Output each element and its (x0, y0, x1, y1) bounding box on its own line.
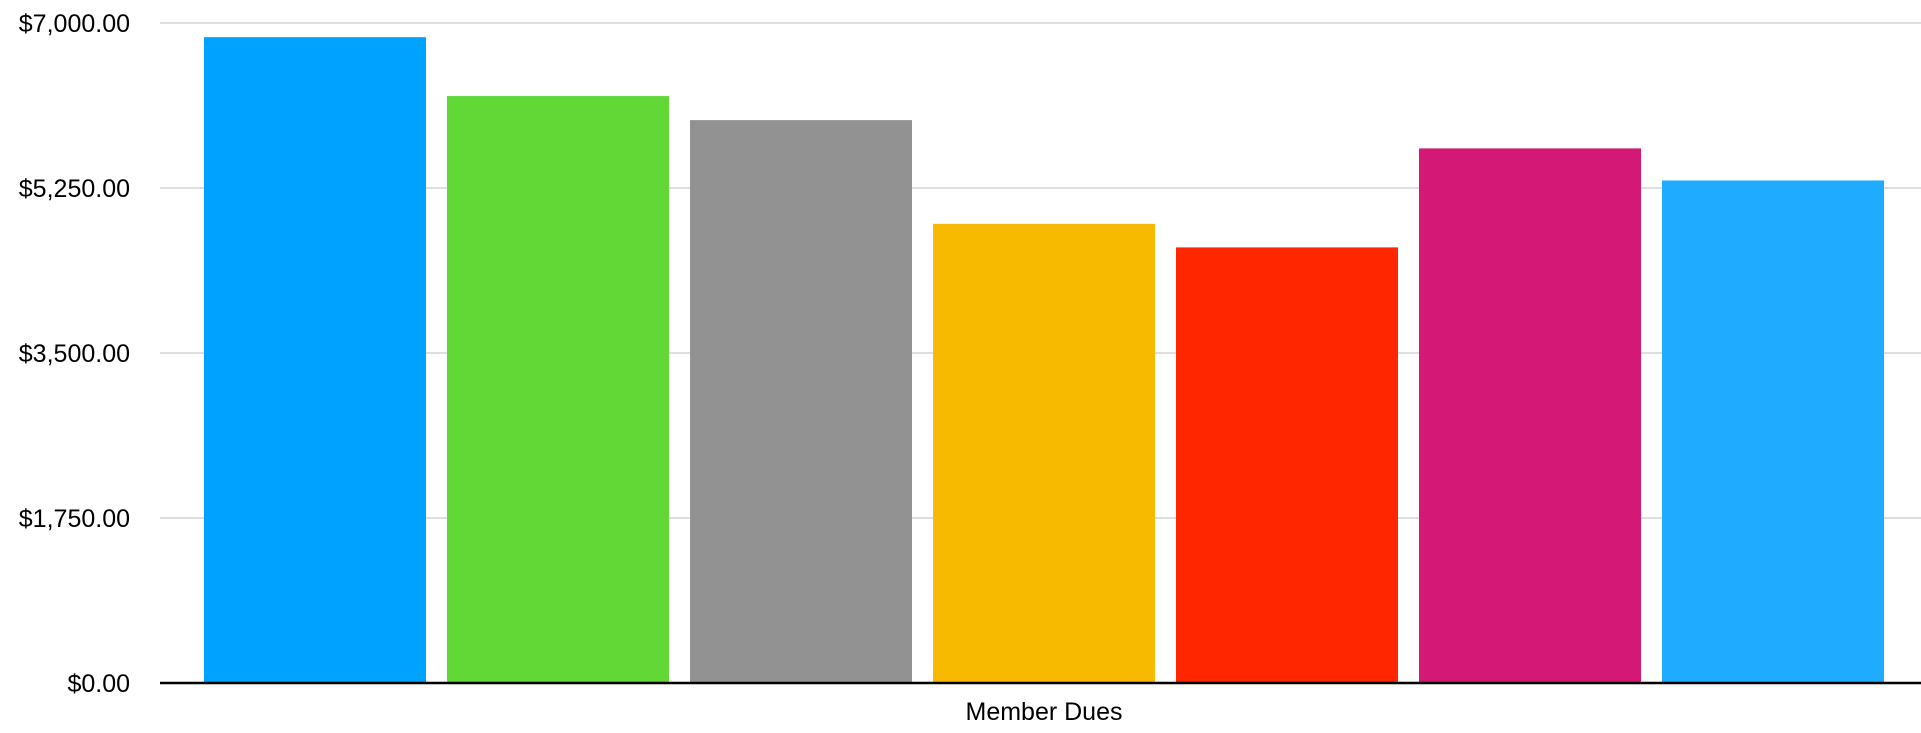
bar (1419, 148, 1641, 683)
bar (204, 37, 426, 683)
bar (1662, 180, 1884, 683)
bar (933, 223, 1155, 684)
bar (447, 96, 669, 684)
y-tick-label: $1,750.00 (19, 505, 130, 533)
y-tick-label: $0.00 (67, 670, 130, 698)
y-tick-label: $3,500.00 (19, 340, 130, 368)
y-tick-label: $7,000.00 (19, 10, 130, 38)
axis-labels: $0.00 $1,750.00 $3,500.00 $5,250.00 $7,000.0… (19, 10, 1123, 726)
bars (204, 37, 1884, 684)
x-category-label: Member Dues (966, 698, 1123, 726)
bar (1176, 247, 1398, 683)
y-tick-label: $5,250.00 (19, 175, 130, 203)
bar (690, 120, 912, 684)
